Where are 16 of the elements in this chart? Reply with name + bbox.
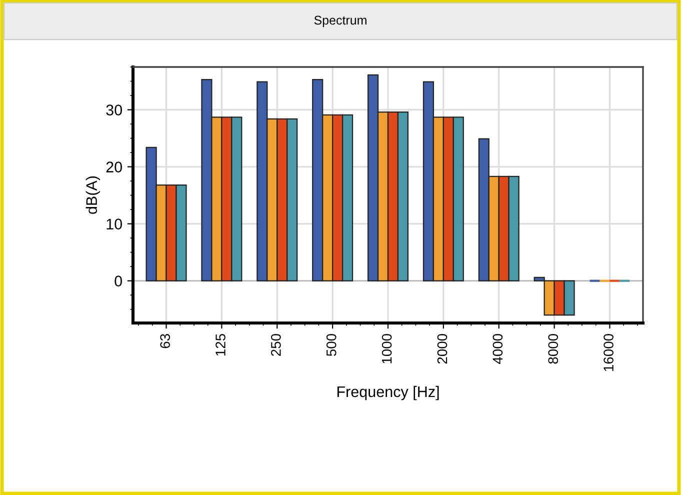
x-tick-label: 4000	[492, 334, 503, 364]
x-tick-label: 63	[160, 334, 170, 348]
x-axis-title: Frequency [Hz]	[337, 386, 439, 400]
x-tick-label: 500	[326, 334, 336, 356]
x-tick-label: 1000	[382, 334, 392, 364]
y-tick-label: 20	[106, 162, 122, 172]
x-tick-label: 250	[271, 334, 281, 356]
chart-title: Spectrum	[314, 16, 366, 28]
x-tick-label: 2000	[437, 334, 448, 364]
y-tick-label: 10	[106, 218, 122, 230]
y-tick-label: 30	[106, 104, 122, 116]
y-tick-label: 0	[114, 276, 122, 286]
x-tick-label: 125	[216, 334, 226, 356]
y-axis-title: dB(A)	[86, 176, 100, 214]
x-tick-label: 8000	[548, 334, 558, 364]
x-tick-label: 16000	[604, 334, 614, 371]
